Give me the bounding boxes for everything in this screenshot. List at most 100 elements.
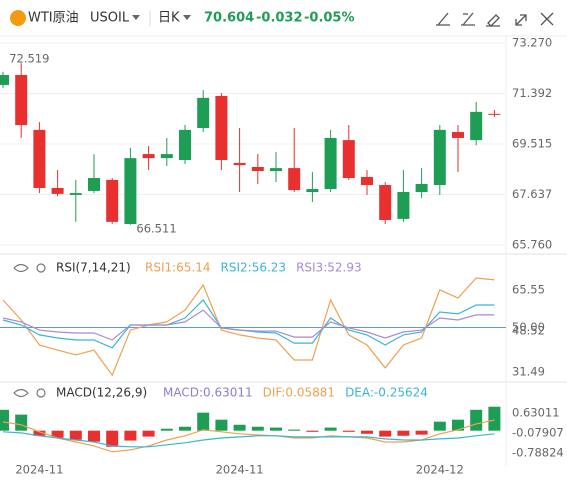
series-line bbox=[2, 419, 495, 453]
legend-entry: DIF:0.05881 bbox=[263, 386, 335, 400]
candle-body bbox=[288, 168, 301, 191]
histogram-bar bbox=[361, 430, 373, 434]
y-tick-label: 48.52 bbox=[512, 324, 545, 338]
legend-entry: MACD:0.63011 bbox=[163, 386, 253, 400]
legend-entry: DEA:-0.25624 bbox=[345, 386, 428, 400]
candle-body bbox=[324, 137, 337, 190]
histogram-bar bbox=[379, 430, 392, 437]
settings-icon[interactable] bbox=[36, 263, 46, 273]
candle-body bbox=[488, 113, 501, 115]
min-label: 66.511 bbox=[136, 221, 176, 235]
candle-body bbox=[397, 192, 410, 219]
candle-body bbox=[142, 154, 155, 159]
histogram-bar bbox=[69, 430, 82, 440]
histogram-bar bbox=[452, 419, 464, 431]
change-percent: -0.05% bbox=[304, 11, 355, 26]
candle-body bbox=[0, 75, 9, 85]
y-tick-label: 71.392 bbox=[512, 86, 552, 100]
candle-body bbox=[452, 132, 464, 138]
series-line bbox=[2, 277, 495, 377]
candle-body bbox=[69, 193, 82, 195]
histogram-bar bbox=[415, 430, 428, 435]
histogram-bar bbox=[0, 409, 9, 431]
y-tick-label: -0.78824 bbox=[512, 445, 564, 459]
y-tick-label: -0.07907 bbox=[512, 425, 564, 439]
histogram-bar bbox=[233, 424, 246, 431]
histogram-bar bbox=[124, 430, 137, 441]
x-tick-label: 2024-11 bbox=[15, 463, 63, 477]
histogram-bar bbox=[88, 430, 100, 442]
close-icon[interactable] bbox=[540, 12, 554, 26]
histogram-bar bbox=[51, 430, 64, 438]
candle-body bbox=[433, 129, 446, 186]
dropdown-arrow[interactable] bbox=[132, 15, 140, 20]
histogram-bar bbox=[197, 412, 210, 431]
y-tick-label: 50.00 bbox=[512, 320, 545, 334]
price: 70.604 bbox=[204, 11, 254, 26]
candle-body bbox=[270, 168, 282, 172]
y-tick-label: 65.55 bbox=[512, 282, 545, 296]
candle-body bbox=[15, 75, 28, 126]
candle-body bbox=[342, 140, 355, 179]
max-label: 72.519 bbox=[9, 52, 49, 66]
code[interactable]: USOIL bbox=[90, 11, 130, 26]
histogram-bar bbox=[288, 429, 301, 431]
symbol: WTI原油 bbox=[28, 11, 79, 26]
candle-body bbox=[124, 158, 137, 225]
series-line bbox=[2, 431, 495, 448]
edit-icon[interactable] bbox=[461, 12, 475, 26]
histogram-bar bbox=[33, 430, 46, 436]
x-tick-label: 2024-12 bbox=[416, 463, 464, 477]
x-tick-label: 2024-11 bbox=[216, 463, 264, 477]
y-tick-label: 65.760 bbox=[512, 238, 552, 252]
histogram-bar bbox=[488, 406, 501, 431]
candle-body bbox=[106, 179, 119, 222]
histogram-bar bbox=[142, 430, 155, 437]
candle-body bbox=[215, 95, 228, 161]
y-tick-label: 31.49 bbox=[512, 365, 545, 379]
candle-body bbox=[379, 185, 392, 220]
change: -0.032 bbox=[256, 11, 303, 26]
candle-body bbox=[251, 166, 264, 172]
candle-body bbox=[160, 154, 173, 159]
candle-body bbox=[51, 187, 64, 194]
candle-body bbox=[88, 178, 100, 191]
histogram-bar bbox=[397, 430, 410, 436]
histogram-bar bbox=[251, 426, 264, 431]
histogram-bar bbox=[324, 427, 337, 431]
draw-tool-icon[interactable] bbox=[436, 12, 450, 26]
legend-entry: RSI3:52.93 bbox=[296, 261, 362, 275]
settings-icon[interactable] bbox=[36, 388, 46, 398]
series-line bbox=[2, 309, 495, 341]
macd-title: MACD(12,26,9) bbox=[56, 386, 147, 400]
logo bbox=[10, 10, 26, 26]
histogram-bar bbox=[433, 421, 446, 431]
period[interactable]: 日K bbox=[158, 11, 180, 26]
histogram-bar bbox=[215, 419, 228, 431]
candle-body bbox=[33, 129, 46, 188]
histogram-bar bbox=[15, 414, 28, 431]
legend-entry: RSI2:56.23 bbox=[221, 261, 287, 275]
legend-entry: RSI1:65.14 bbox=[145, 261, 211, 275]
eye-icon[interactable] bbox=[13, 388, 29, 398]
candle-body bbox=[361, 176, 373, 186]
candle-body bbox=[306, 189, 319, 193]
y-tick-label: 67.637 bbox=[512, 187, 552, 201]
expand-icon[interactable] bbox=[515, 14, 527, 26]
histogram-bar bbox=[106, 430, 119, 447]
histogram-bar bbox=[270, 427, 282, 431]
candle-body bbox=[179, 129, 191, 161]
histogram-bar bbox=[470, 409, 483, 431]
candle-body bbox=[197, 97, 210, 128]
histogram-bar bbox=[160, 428, 173, 431]
histogram-bar bbox=[179, 426, 191, 431]
dropdown-arrow[interactable] bbox=[183, 15, 191, 20]
histogram-bar bbox=[306, 430, 319, 432]
candle-body bbox=[415, 183, 428, 193]
eye-icon[interactable] bbox=[13, 263, 29, 273]
y-tick-label: 73.270 bbox=[512, 36, 552, 50]
eraser-icon[interactable] bbox=[486, 14, 500, 27]
rsi-title: RSI(7,14,21) bbox=[56, 261, 131, 275]
